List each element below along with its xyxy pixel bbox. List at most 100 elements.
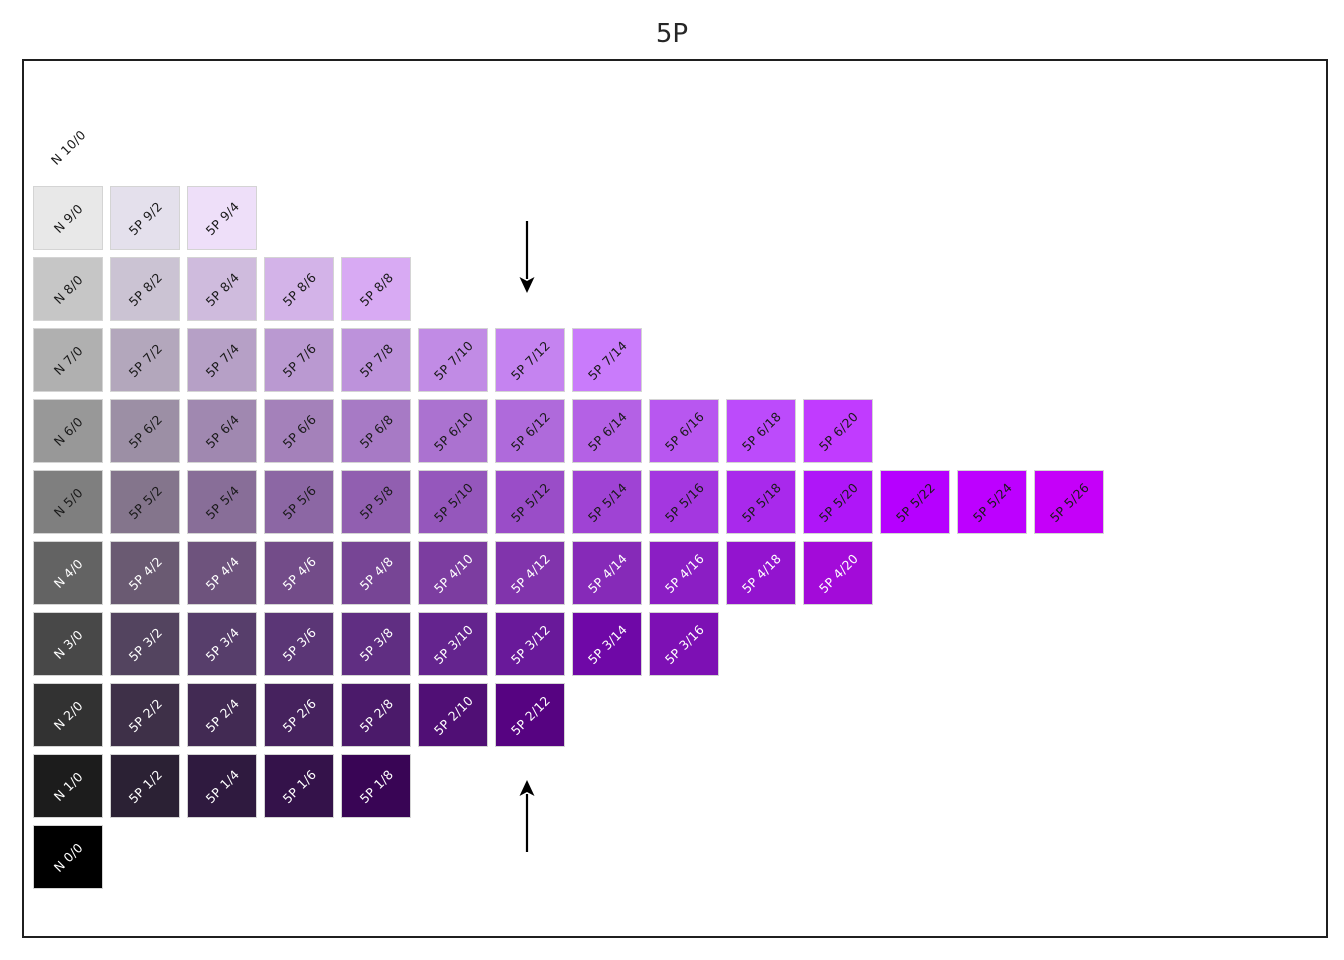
- swatch-label: 5P 6/10: [430, 408, 476, 454]
- swatch-label: 5P 7/2: [125, 340, 165, 380]
- swatch-label: 5P 2/2: [125, 695, 165, 735]
- swatch-label: 5P 3/10: [430, 621, 476, 667]
- swatch-label: 5P 5/20: [815, 479, 861, 525]
- up-arrow-icon: [519, 780, 535, 852]
- color-swatch: 5P 4/6: [264, 541, 334, 605]
- swatch-label: 5P 5/6: [279, 482, 319, 522]
- color-swatch: 5P 4/18: [726, 541, 796, 605]
- swatch-label: 5P 7/8: [356, 340, 396, 380]
- swatch-label: 5P 7/4: [202, 340, 242, 380]
- color-swatch: N 9/0: [33, 186, 103, 250]
- color-swatch: 5P 2/8: [341, 683, 411, 747]
- color-swatch: N 6/0: [33, 399, 103, 463]
- swatch-label: 5P 5/22: [892, 479, 938, 525]
- swatch-label: 5P 4/20: [815, 550, 861, 596]
- color-swatch: 5P 7/8: [341, 328, 411, 392]
- swatch-label: 5P 6/2: [125, 411, 165, 451]
- color-swatch: 5P 8/2: [110, 257, 180, 321]
- swatch-label: N 7/0: [50, 342, 86, 378]
- color-swatch: 5P 5/10: [418, 470, 488, 534]
- swatch-label: 5P 5/24: [969, 479, 1015, 525]
- color-swatch: 5P 4/2: [110, 541, 180, 605]
- swatch-label: 5P 4/6: [279, 553, 319, 593]
- color-swatch: 5P 3/8: [341, 612, 411, 676]
- swatch-label: 5P 2/8: [356, 695, 396, 735]
- color-swatch: 5P 3/10: [418, 612, 488, 676]
- swatch-label: 5P 5/10: [430, 479, 476, 525]
- swatch-label: 5P 8/8: [356, 269, 396, 309]
- swatch-label: 5P 7/12: [507, 337, 553, 383]
- swatch-label: 5P 5/18: [738, 479, 784, 525]
- color-swatch: 5P 7/12: [495, 328, 565, 392]
- color-swatch: 5P 6/12: [495, 399, 565, 463]
- swatch-label: N 8/0: [50, 271, 86, 307]
- color-swatch: 5P 1/4: [187, 754, 257, 818]
- color-swatch: 5P 5/2: [110, 470, 180, 534]
- swatch-label: 5P 6/8: [356, 411, 396, 451]
- color-swatch: N 1/0: [33, 754, 103, 818]
- color-swatch: 5P 5/14: [572, 470, 642, 534]
- swatch-label: 5P 4/14: [584, 550, 630, 596]
- swatch-label: 5P 1/8: [356, 766, 396, 806]
- chart-frame: N 10/0 N 9/0 5P 9/2 5P 9/4 N 8/0 5P 8/2 5P 8/4…: [22, 59, 1328, 938]
- color-swatch: 5P 7/2: [110, 328, 180, 392]
- color-swatch: 5P 1/6: [264, 754, 334, 818]
- color-swatch: 5P 4/10: [418, 541, 488, 605]
- color-swatch: 5P 1/2: [110, 754, 180, 818]
- color-swatch: 5P 7/10: [418, 328, 488, 392]
- swatch-label: 5P 8/2: [125, 269, 165, 309]
- swatch-label: 5P 4/2: [125, 553, 165, 593]
- swatch-label: 5P 6/12: [507, 408, 553, 454]
- color-swatch: 5P 7/6: [264, 328, 334, 392]
- color-swatch: 5P 2/12: [495, 683, 565, 747]
- swatch-label: N 9/0: [50, 200, 86, 236]
- swatch-label: 5P 7/6: [279, 340, 319, 380]
- color-swatch: 5P 5/8: [341, 470, 411, 534]
- color-swatch: 5P 6/20: [803, 399, 873, 463]
- color-swatch: 5P 4/20: [803, 541, 873, 605]
- swatch-label: N 0/0: [50, 839, 86, 875]
- color-swatch: 5P 6/6: [264, 399, 334, 463]
- color-swatch: 5P 8/6: [264, 257, 334, 321]
- color-swatch: 5P 5/18: [726, 470, 796, 534]
- color-swatch: 5P 4/4: [187, 541, 257, 605]
- color-swatch: 5P 8/4: [187, 257, 257, 321]
- color-swatch: 5P 6/14: [572, 399, 642, 463]
- swatch-label: 5P 5/8: [356, 482, 396, 522]
- color-swatch: 5P 9/2: [110, 186, 180, 250]
- swatch-label: 5P 3/2: [125, 624, 165, 664]
- swatch-label: 5P 6/16: [661, 408, 707, 454]
- swatch-label: 5P 3/4: [202, 624, 242, 664]
- swatch-label: 5P 4/16: [661, 550, 707, 596]
- color-swatch: 5P 6/8: [341, 399, 411, 463]
- color-swatch: N 7/0: [33, 328, 103, 392]
- color-swatch: 5P 3/14: [572, 612, 642, 676]
- color-swatch: N 0/0: [33, 825, 103, 889]
- color-swatch: 5P 5/22: [880, 470, 950, 534]
- swatch-label: 5P 2/4: [202, 695, 242, 735]
- color-swatch: 5P 2/2: [110, 683, 180, 747]
- color-swatch: N 8/0: [33, 257, 103, 321]
- swatch-label: 5P 9/2: [125, 198, 165, 238]
- color-swatch: 5P 3/16: [649, 612, 719, 676]
- color-swatch: 5P 6/4: [187, 399, 257, 463]
- color-swatch: 5P 5/24: [957, 470, 1027, 534]
- swatch-label: N 6/0: [50, 413, 86, 449]
- color-swatch: N 10/0: [33, 115, 103, 179]
- swatch-label: 5P 5/14: [584, 479, 630, 525]
- swatch-label: 5P 4/8: [356, 553, 396, 593]
- color-swatch: N 4/0: [33, 541, 103, 605]
- swatch-label: 5P 6/6: [279, 411, 319, 451]
- color-swatch: N 5/0: [33, 470, 103, 534]
- color-swatch: 5P 2/10: [418, 683, 488, 747]
- color-swatch: 5P 2/6: [264, 683, 334, 747]
- color-swatch: 5P 3/4: [187, 612, 257, 676]
- swatch-label: 5P 2/6: [279, 695, 319, 735]
- swatch-label: N 5/0: [50, 484, 86, 520]
- color-swatch: 5P 8/8: [341, 257, 411, 321]
- swatch-label: 5P 5/26: [1046, 479, 1092, 525]
- swatch-label: 5P 4/12: [507, 550, 553, 596]
- swatch-label: 5P 3/6: [279, 624, 319, 664]
- swatch-label: 5P 7/10: [430, 337, 476, 383]
- swatch-label: 5P 8/6: [279, 269, 319, 309]
